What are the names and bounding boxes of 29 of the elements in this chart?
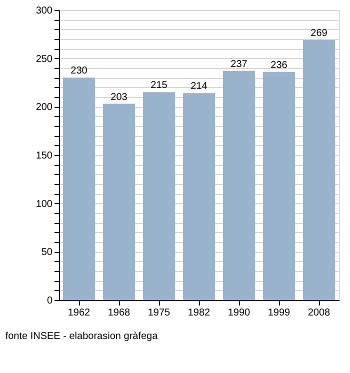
bar [223,70,255,300]
y-tick-label: 150 [36,150,53,162]
data-label: 269 [310,28,328,39]
y-tick-label: 300 [36,6,53,16]
x-tick-label: 1990 [228,308,251,318]
x-tick-label: 1975 [148,308,171,318]
x-tick-label: 1999 [268,308,291,318]
y-tick-label: 0 [46,296,53,306]
y-tick-label: 50 [41,247,53,258]
bar [183,93,215,300]
data-label: 214 [190,81,208,92]
y-tick-label: 200 [36,102,53,114]
x-tick-label: 1962 [68,308,91,318]
x-tick-label: 2008 [308,308,331,318]
bar [103,104,135,300]
bar [263,72,295,300]
x-tick-label: 1968 [108,308,131,318]
data-label: 203 [110,92,128,103]
source-note: fonte INSEE - elaborasion gràfega [5,331,158,342]
bar [303,40,335,300]
bar [143,92,175,300]
y-tick-label: 100 [36,198,53,210]
bar [63,78,95,300]
x-tick-label: 1982 [188,308,211,318]
data-label: 237 [230,58,248,70]
data-label: 230 [70,66,88,77]
data-label: 236 [270,60,288,71]
data-label: 215 [150,80,168,92]
y-tick-label: 250 [36,54,53,65]
